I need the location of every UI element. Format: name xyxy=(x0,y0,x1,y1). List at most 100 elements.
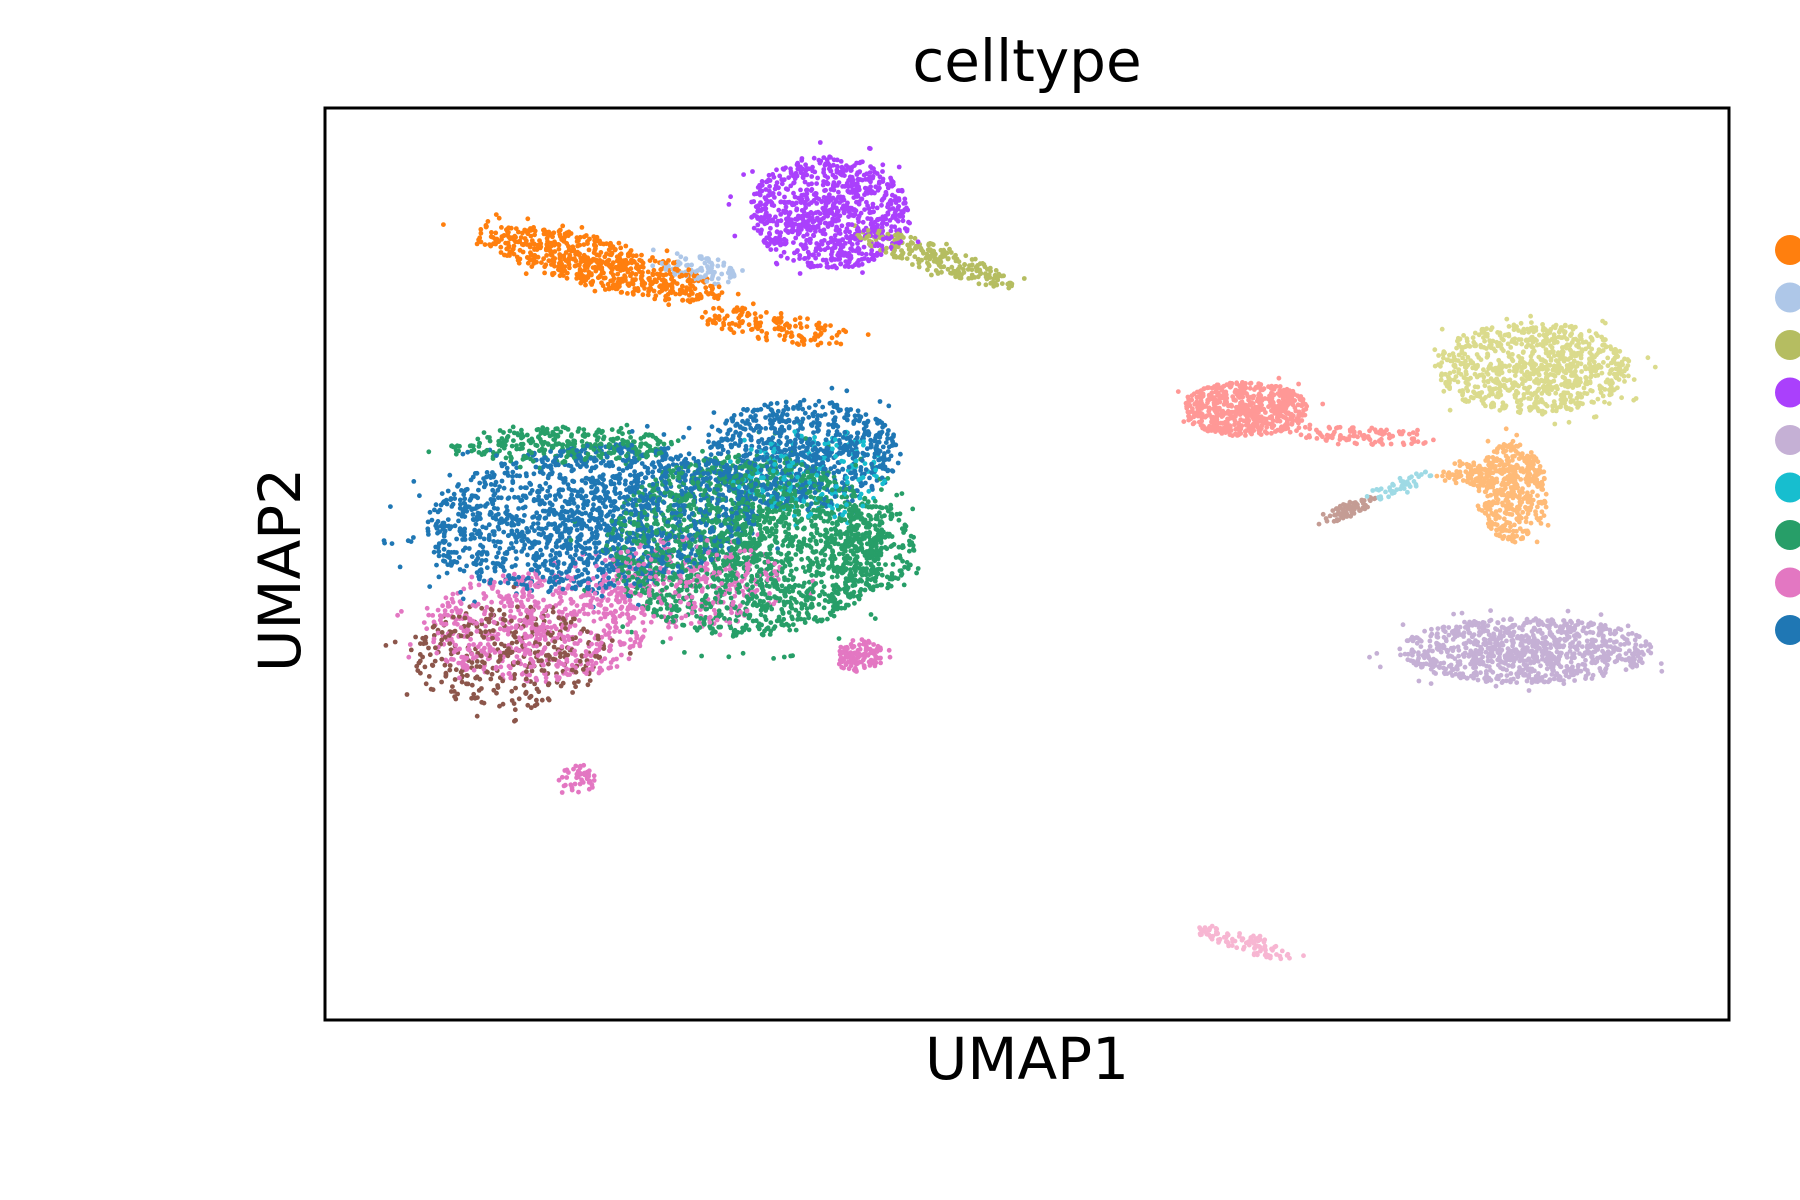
scatter-point xyxy=(397,564,403,570)
scatter-point xyxy=(411,479,417,484)
scatter-point xyxy=(1591,414,1597,420)
scatter-point xyxy=(457,567,463,572)
scatter-point xyxy=(1476,485,1482,490)
scatter-point xyxy=(716,276,721,281)
scatter-point xyxy=(556,242,562,248)
scatter-point xyxy=(983,282,989,288)
scatter-point xyxy=(795,617,800,622)
scatter-point xyxy=(502,603,507,609)
scatter-point xyxy=(898,451,903,457)
scatter-point xyxy=(850,493,856,499)
scatter-point xyxy=(829,385,835,391)
scatter-point xyxy=(1484,455,1490,461)
scatter-point xyxy=(680,297,686,303)
scatter-point xyxy=(1337,424,1343,430)
scatter-point xyxy=(579,439,585,444)
scatter-point xyxy=(693,584,699,590)
scatter-point xyxy=(598,460,604,466)
scatter-point xyxy=(836,636,842,641)
scatter-point xyxy=(1619,395,1624,401)
scatter-point xyxy=(411,535,416,540)
scatter-point xyxy=(1181,419,1187,424)
scatter-point xyxy=(880,162,886,168)
scatter-point xyxy=(594,597,600,602)
scatter-point xyxy=(435,607,441,613)
scatter-point xyxy=(866,488,872,494)
scatter-point xyxy=(1468,358,1473,363)
scatter-point xyxy=(1434,473,1440,479)
scatter-point xyxy=(1307,422,1313,428)
scatter-point xyxy=(509,443,515,449)
scatter-point xyxy=(830,446,835,452)
scatter-point xyxy=(461,500,467,506)
scatter-point xyxy=(1513,443,1519,449)
scatter-point xyxy=(590,576,596,581)
scatter-point xyxy=(688,506,694,512)
x-axis-label: UMAP1 xyxy=(924,1025,1130,1093)
scatter-point xyxy=(625,612,631,617)
scatter-point xyxy=(790,622,796,627)
scatter-point xyxy=(625,629,631,635)
scatter-point xyxy=(1263,947,1268,953)
scatter-point xyxy=(514,473,520,479)
scatter-point xyxy=(725,279,731,285)
scatter-point xyxy=(1514,432,1520,438)
scatter-point xyxy=(593,660,599,666)
scatter-point xyxy=(759,179,765,184)
scatter-point xyxy=(587,678,593,683)
scatter-point xyxy=(591,773,597,779)
scatter-point xyxy=(474,713,480,719)
scatter-point xyxy=(665,541,671,547)
scatter-point xyxy=(434,562,439,568)
scatter-point xyxy=(797,253,803,258)
scatter-point xyxy=(469,682,475,688)
scatter-point xyxy=(430,687,436,693)
scatter-point xyxy=(1529,320,1534,325)
scatter-point xyxy=(645,269,651,275)
scatter-point xyxy=(779,181,785,187)
scatter-point xyxy=(1436,353,1441,358)
scatter-point xyxy=(498,244,504,250)
scatter-point xyxy=(672,571,677,577)
scatter-point xyxy=(490,560,496,566)
scatter-point xyxy=(1428,681,1434,686)
scatter-point xyxy=(462,496,468,502)
scatter-point xyxy=(521,682,527,688)
scatter-point xyxy=(478,531,483,537)
scatter-point xyxy=(669,582,674,588)
scatter-point xyxy=(832,233,838,238)
scatter-point xyxy=(859,251,865,257)
scatter-point xyxy=(584,546,589,551)
scatter-point xyxy=(534,697,539,703)
scatter-point xyxy=(715,427,721,433)
scatter-point xyxy=(467,443,473,449)
scatter-point xyxy=(815,175,820,181)
scatter-point xyxy=(790,577,796,582)
scatter-point xyxy=(586,786,592,792)
scatter-point xyxy=(826,422,831,427)
scatter-point xyxy=(631,291,636,297)
scatter-point xyxy=(861,663,867,669)
scatter-point xyxy=(1595,396,1601,402)
scatter-point xyxy=(886,403,892,409)
scatter-point xyxy=(801,233,806,239)
scatter-point xyxy=(1475,677,1481,683)
scatter-point xyxy=(510,424,516,430)
scatter-point xyxy=(623,243,629,249)
scatter-point xyxy=(464,563,469,569)
scatter-point xyxy=(1552,421,1558,427)
scatter-point xyxy=(551,644,557,650)
scatter-point xyxy=(914,570,919,576)
scatter-point xyxy=(653,477,659,483)
scatter-point xyxy=(586,538,592,544)
scatter-point xyxy=(571,500,577,506)
scatter-point xyxy=(514,597,520,603)
scatter-point xyxy=(902,196,908,202)
scatter-point xyxy=(1481,374,1487,380)
scatter-point xyxy=(516,506,521,511)
scatter-point xyxy=(639,461,645,466)
scatter-point xyxy=(426,449,432,455)
scatter-point xyxy=(1431,437,1436,443)
scatter-point xyxy=(541,464,546,470)
scatter-point xyxy=(1451,611,1456,617)
